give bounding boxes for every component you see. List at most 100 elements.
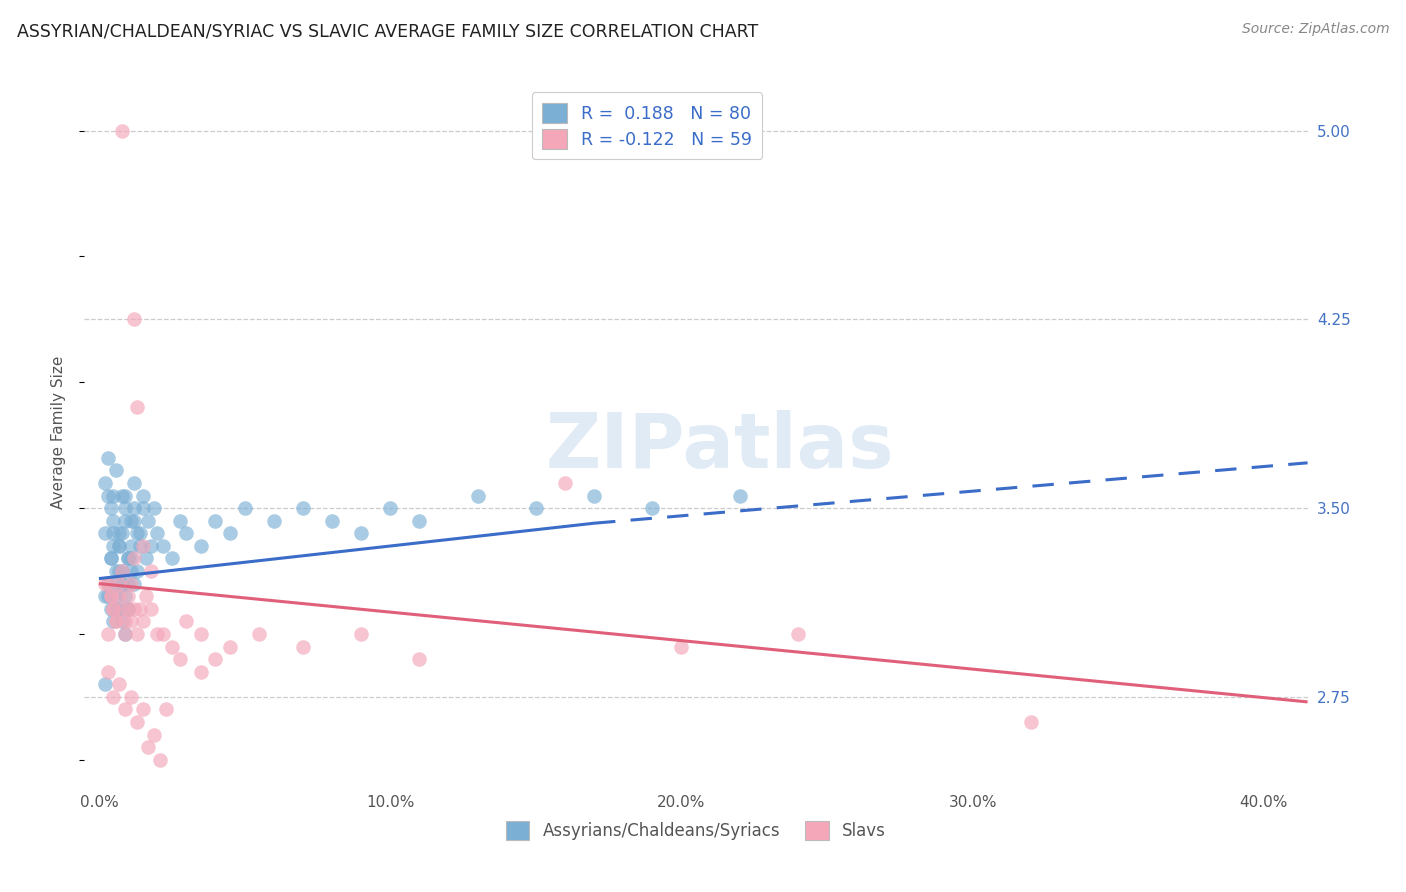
- Point: [152, 627, 174, 641]
- Point: [103, 514, 125, 528]
- Point: [128, 539, 150, 553]
- Text: ASSYRIAN/CHALDEAN/SYRIAC VS SLAVIC AVERAGE FAMILY SIZE CORRELATION CHART: ASSYRIAN/CHALDEAN/SYRIAC VS SLAVIC AVERA…: [17, 22, 758, 40]
- Point: [141, 539, 163, 553]
- Point: [120, 564, 142, 578]
- Point: [131, 702, 153, 716]
- Point: [131, 615, 153, 629]
- Point: [219, 526, 242, 541]
- Point: [671, 640, 693, 654]
- Point: [219, 640, 242, 654]
- Point: [97, 627, 120, 641]
- Point: [350, 627, 373, 641]
- Point: [125, 564, 148, 578]
- Point: [122, 501, 145, 516]
- Point: [97, 489, 120, 503]
- Point: [169, 652, 191, 666]
- Point: [120, 576, 142, 591]
- Point: [108, 601, 131, 615]
- Point: [97, 576, 120, 591]
- Point: [100, 589, 122, 603]
- Point: [117, 601, 139, 615]
- Point: [111, 123, 134, 137]
- Point: [105, 463, 128, 477]
- Y-axis label: Average Family Size: Average Family Size: [51, 356, 66, 509]
- Point: [247, 627, 270, 641]
- Point: [160, 551, 183, 566]
- Point: [190, 539, 212, 553]
- Point: [105, 564, 128, 578]
- Point: [108, 589, 131, 603]
- Point: [408, 652, 430, 666]
- Point: [135, 589, 157, 603]
- Point: [554, 475, 576, 490]
- Point: [114, 589, 136, 603]
- Point: [103, 539, 125, 553]
- Point: [125, 526, 148, 541]
- Point: [408, 514, 430, 528]
- Point: [128, 526, 150, 541]
- Point: [100, 551, 122, 566]
- Point: [97, 589, 120, 603]
- Point: [111, 615, 134, 629]
- Point: [160, 640, 183, 654]
- Point: [93, 475, 115, 490]
- Point: [152, 539, 174, 553]
- Point: [204, 514, 226, 528]
- Point: [135, 551, 157, 566]
- Point: [122, 576, 145, 591]
- Point: [120, 551, 142, 566]
- Text: Source: ZipAtlas.com: Source: ZipAtlas.com: [1241, 22, 1389, 37]
- Point: [190, 665, 212, 679]
- Point: [117, 551, 139, 566]
- Point: [97, 576, 120, 591]
- Point: [149, 753, 172, 767]
- Point: [141, 564, 163, 578]
- Point: [120, 514, 142, 528]
- Point: [131, 539, 153, 553]
- Point: [117, 576, 139, 591]
- Point: [111, 576, 134, 591]
- Point: [291, 640, 314, 654]
- Point: [93, 526, 115, 541]
- Point: [117, 601, 139, 615]
- Point: [100, 501, 122, 516]
- Point: [122, 312, 145, 326]
- Point: [103, 526, 125, 541]
- Point: [114, 702, 136, 716]
- Point: [125, 401, 148, 415]
- Point: [138, 514, 160, 528]
- Point: [120, 615, 142, 629]
- Point: [350, 526, 373, 541]
- Point: [174, 615, 197, 629]
- Point: [103, 601, 125, 615]
- Point: [728, 489, 751, 503]
- Point: [117, 589, 139, 603]
- Point: [93, 589, 115, 603]
- Point: [108, 576, 131, 591]
- Point: [103, 615, 125, 629]
- Point: [100, 589, 122, 603]
- Point: [93, 576, 115, 591]
- Point: [641, 501, 664, 516]
- Point: [111, 526, 134, 541]
- Point: [787, 627, 810, 641]
- Point: [467, 489, 489, 503]
- Point: [108, 677, 131, 691]
- Point: [108, 526, 131, 541]
- Point: [114, 627, 136, 641]
- Point: [108, 539, 131, 553]
- Point: [174, 526, 197, 541]
- Point: [97, 665, 120, 679]
- Point: [263, 514, 285, 528]
- Point: [108, 564, 131, 578]
- Point: [105, 601, 128, 615]
- Point: [380, 501, 402, 516]
- Point: [1019, 714, 1042, 729]
- Point: [122, 514, 145, 528]
- Point: [120, 690, 142, 704]
- Point: [321, 514, 343, 528]
- Point: [204, 652, 226, 666]
- Point: [128, 601, 150, 615]
- Point: [583, 489, 606, 503]
- Point: [291, 501, 314, 516]
